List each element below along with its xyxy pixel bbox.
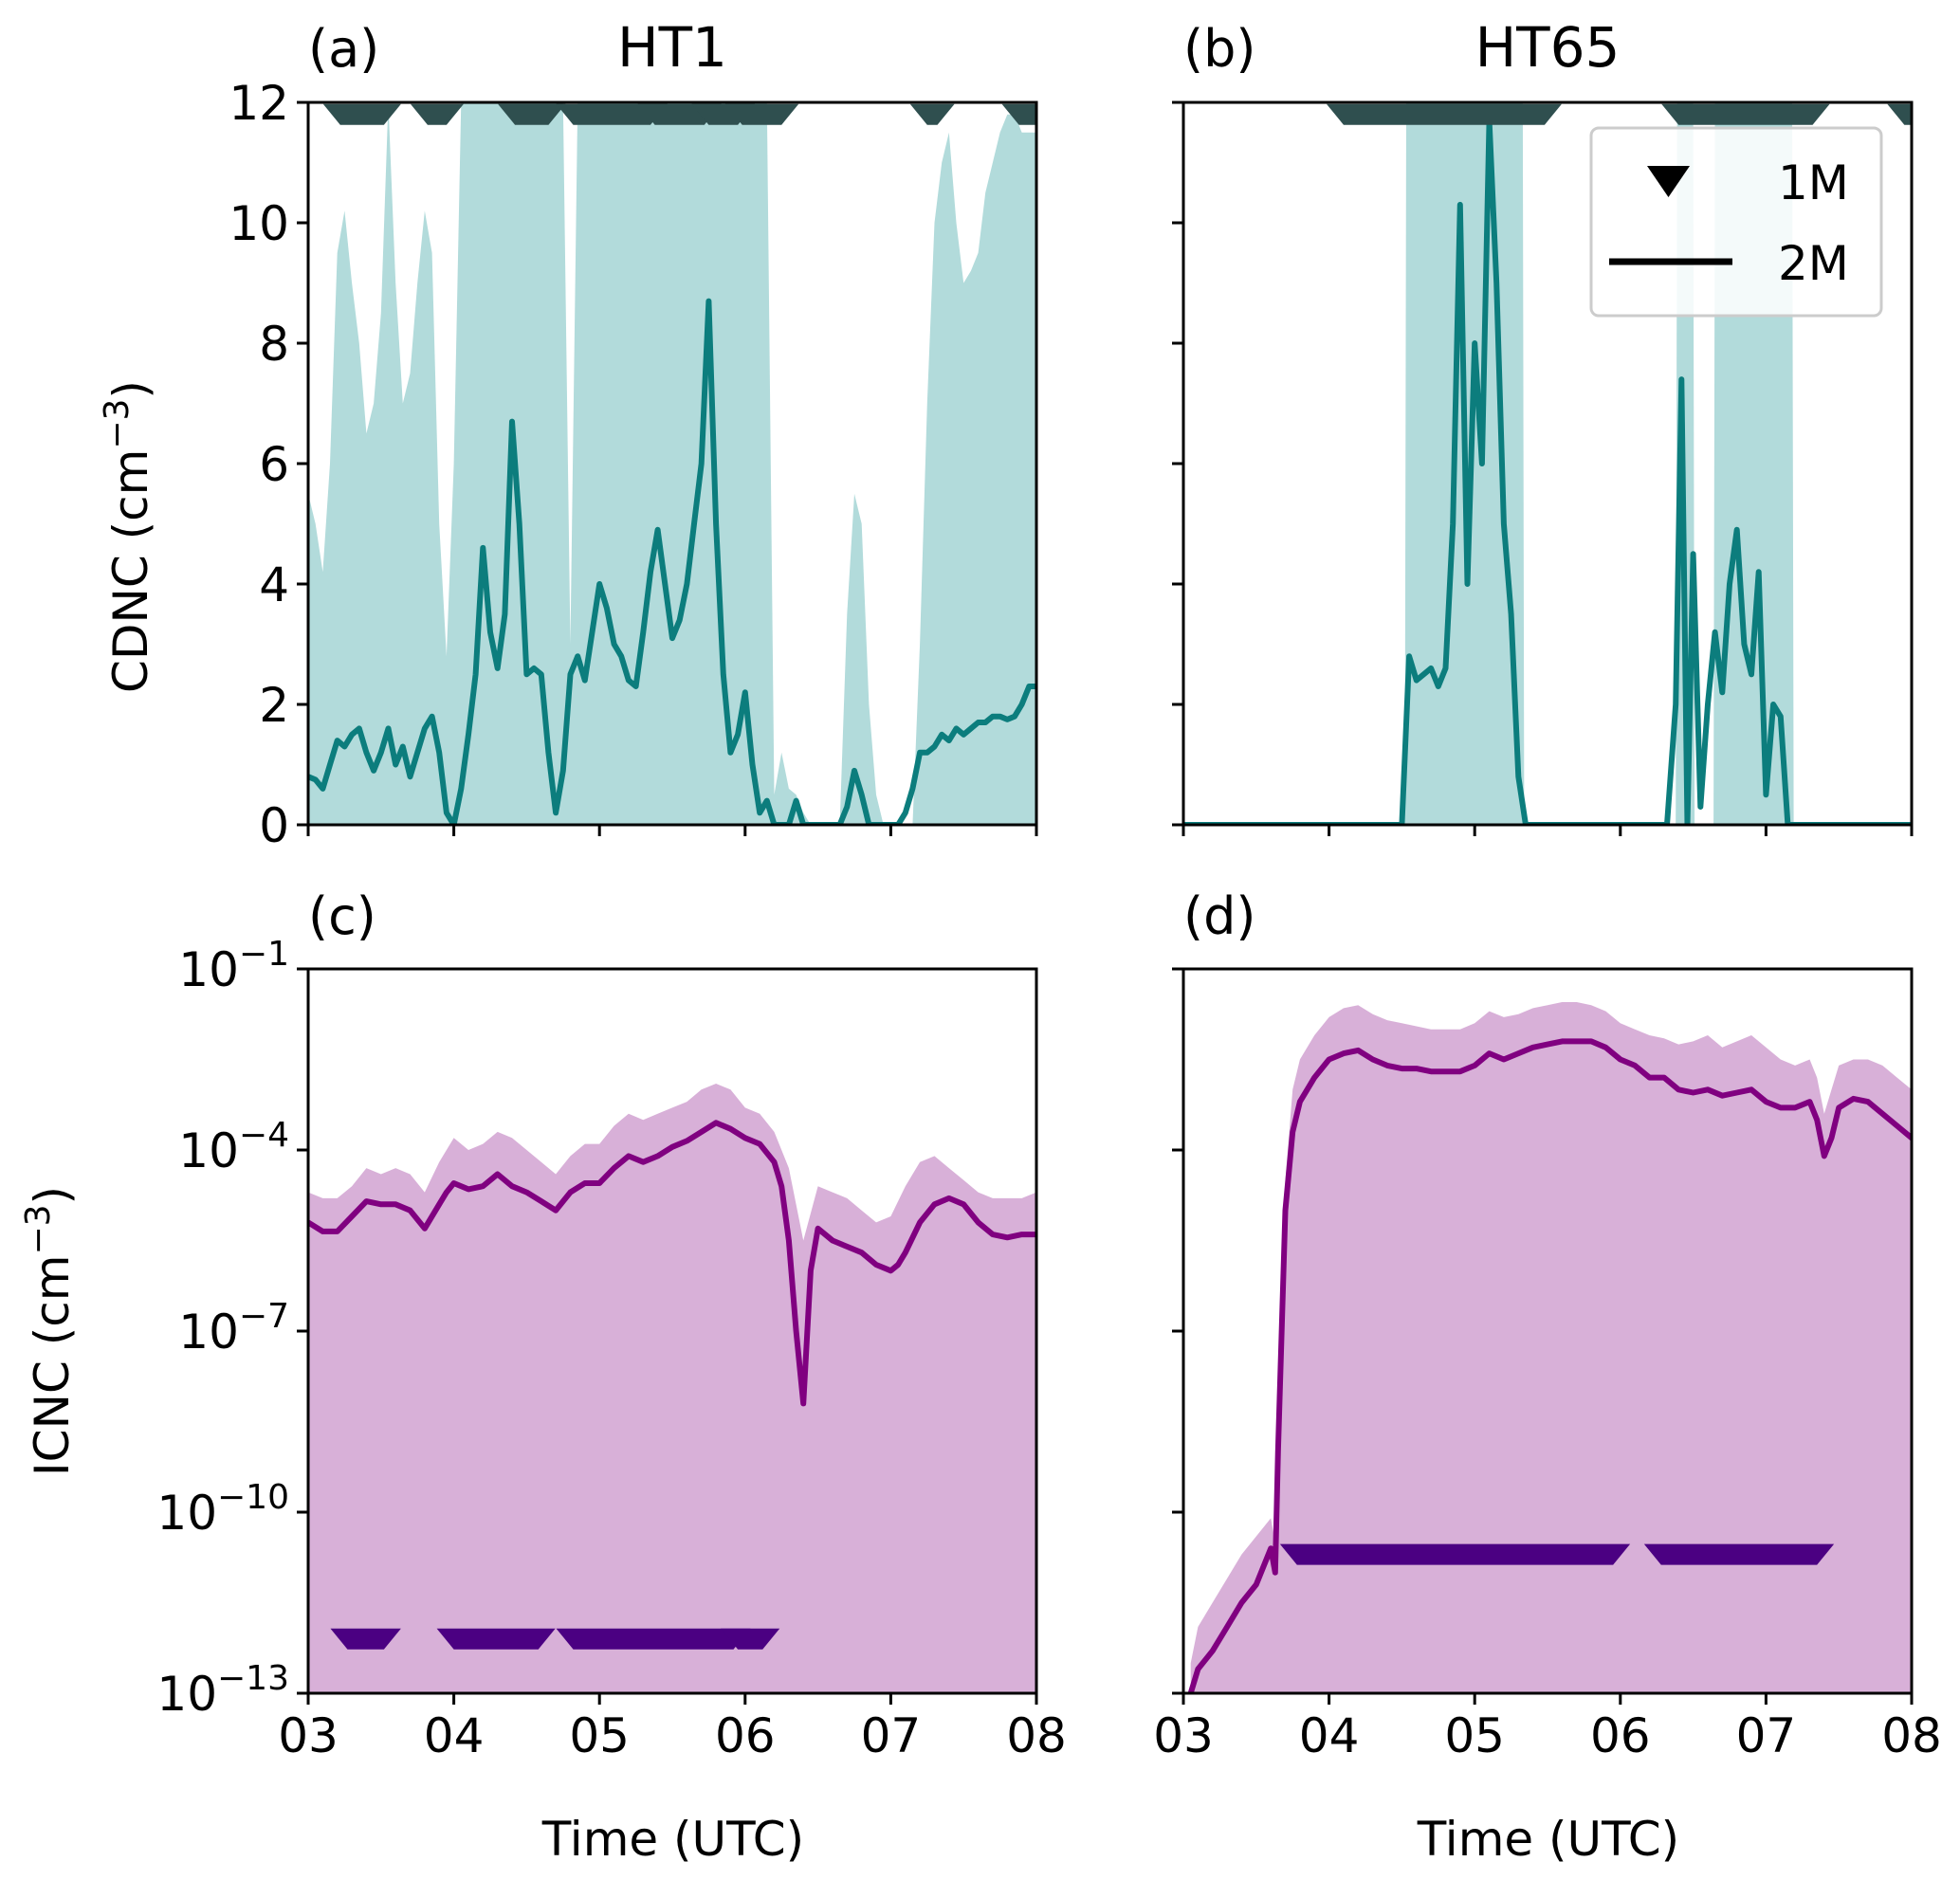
y-tick-label: 6	[259, 437, 289, 492]
plot-area	[308, 1084, 1036, 1693]
x-tick-label: 04	[424, 1708, 485, 1763]
series-1m-markers	[556, 1628, 751, 1650]
y-tick-label: 10−4	[178, 1116, 289, 1178]
x-tick-label: 06	[715, 1708, 776, 1763]
panel-title-b: HT65	[1475, 15, 1621, 80]
legend-label-2m: 2M	[1778, 236, 1849, 291]
panel-c-icnc-ht1: 03 04 05 06 07 08 10−13 10−10 10−7 10−4 10−1	[156, 935, 1066, 1763]
legend: 1M 2M	[1589, 126, 1883, 318]
panel-d-icnc-ht65: 03 04 05 06 07 08	[1153, 967, 1942, 1763]
y-tick-label: 0	[259, 798, 289, 853]
series-1m-markers	[410, 103, 464, 125]
x-tick-label: 03	[278, 1708, 339, 1763]
panel-letter-b: (b)	[1183, 19, 1255, 79]
plot-area	[308, 102, 1036, 825]
y-tick-label: 8	[259, 317, 289, 372]
legend-label-1m: 1M	[1778, 155, 1849, 210]
series-1m-markers	[1643, 1543, 1835, 1565]
y-tick-label: 2	[259, 678, 289, 733]
x-tick-label: 04	[1299, 1708, 1360, 1763]
legend-marker-1m	[1647, 166, 1690, 197]
y-tick-label: 10	[229, 196, 289, 251]
series-1m-markers	[724, 103, 799, 125]
panel-letter-d: (d)	[1183, 886, 1255, 946]
x-tick-label: 07	[861, 1708, 922, 1763]
series-2m-line	[308, 298, 1036, 825]
series-1m-markers	[330, 1628, 401, 1650]
series-1m-markers	[1887, 103, 1912, 125]
x-tick-label: 05	[1444, 1708, 1505, 1763]
uncertainty-band	[308, 102, 1036, 825]
y-tick-label: 4	[259, 557, 289, 612]
y-axis-label-icnc: ICNC (cm−3)	[19, 1186, 80, 1476]
panel-letter-a: (a)	[308, 19, 379, 79]
panel-a-cdnc-ht1: 0 2 4 6 8 10 12	[229, 76, 1038, 853]
series-2m-line	[1187, 1038, 1912, 1693]
series-1m-markers	[1661, 103, 1830, 125]
series-1m-markers	[436, 1628, 556, 1650]
y-tick-label: 10−10	[156, 1478, 289, 1541]
series-1m-markers	[556, 103, 668, 125]
x-tick-label: 03	[1153, 1708, 1214, 1763]
y-tick-label: 10−7	[178, 1297, 289, 1360]
plot-area	[1187, 1002, 1912, 1693]
series-1m-markers	[498, 103, 566, 125]
series-2m-line	[308, 1120, 1036, 1407]
series-1m-markers	[1326, 103, 1562, 125]
series-1m-markers	[909, 103, 955, 125]
y-tick-label: 10−13	[156, 1659, 289, 1722]
uncertainty-band	[308, 1084, 1036, 1693]
series-1m-markers	[1279, 1543, 1631, 1565]
panel-letter-c: (c)	[308, 886, 376, 946]
x-tick-label: 08	[1006, 1708, 1067, 1763]
x-tick-label: 08	[1881, 1708, 1942, 1763]
x-tick-label: 06	[1590, 1708, 1651, 1763]
x-axis-label-d: Time (UTC)	[1417, 1812, 1679, 1867]
series-1m-markers	[1001, 103, 1036, 125]
x-tick-label: 07	[1736, 1708, 1797, 1763]
series-2m-line	[1183, 118, 1912, 825]
uncertainty-band	[1190, 1002, 1912, 1693]
y-tick-label: 10−1	[178, 935, 289, 997]
series-1m-markers	[322, 103, 401, 125]
panel-title-a: HT1	[617, 15, 727, 80]
x-tick-label: 05	[569, 1708, 630, 1763]
series-1m-markers	[721, 1628, 780, 1650]
y-axis-label-cdnc: CDNC (cm−3)	[98, 380, 158, 693]
x-axis-label-c: Time (UTC)	[541, 1812, 804, 1867]
y-tick-label: 12	[229, 76, 289, 131]
